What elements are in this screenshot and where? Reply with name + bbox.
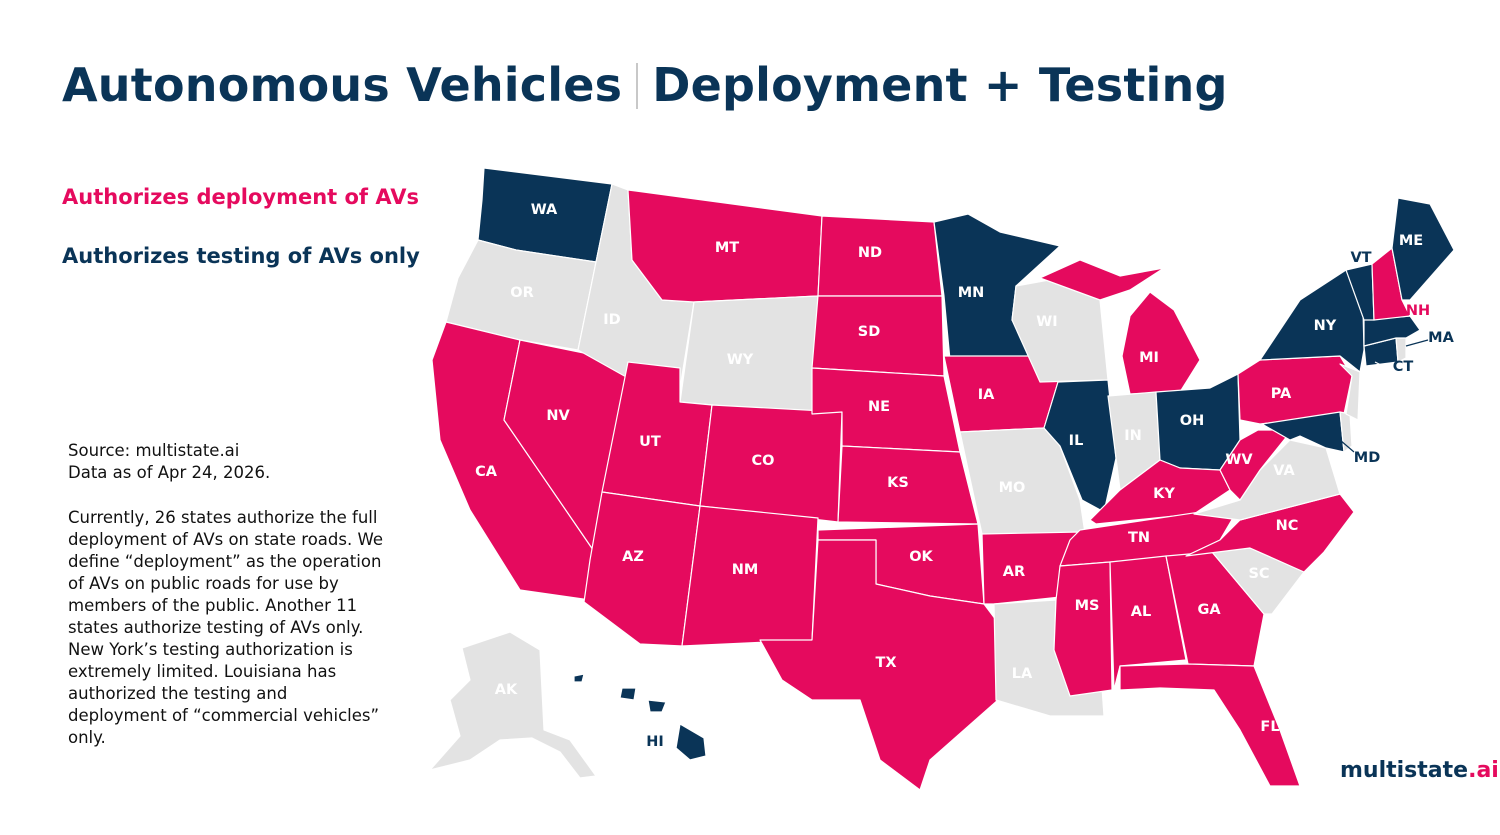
state-fl [1119, 663, 1301, 787]
state-wv [1219, 429, 1293, 501]
description-text: Currently, 26 states authorize the full … [68, 508, 383, 747]
label-ky: KY [1153, 486, 1175, 502]
state-ny [1259, 269, 1365, 373]
label-wy: WY [727, 352, 754, 368]
label-ny: NY [1314, 318, 1337, 334]
label-md: MD [1354, 450, 1380, 466]
legend-deploy: Authorizes deployment of AVs [62, 185, 419, 209]
label-wi: WI [1036, 314, 1057, 330]
state-il [1043, 379, 1117, 513]
label-nd: ND [858, 245, 882, 261]
label-nv: NV [546, 408, 570, 424]
title-divider [636, 63, 639, 109]
state-az [583, 491, 701, 647]
label-wa: WA [531, 202, 558, 218]
state-me [1391, 197, 1455, 301]
state-tx [759, 539, 999, 791]
label-ar: AR [1003, 564, 1025, 580]
brand-tld: .ai [1468, 758, 1499, 783]
label-ma: MA [1428, 330, 1454, 346]
state-ar [981, 531, 1081, 605]
state-hi [573, 673, 707, 761]
label-mt: MT [715, 240, 739, 256]
label-ne: NE [868, 399, 890, 415]
label-va: VA [1273, 463, 1295, 479]
state-mi [1039, 259, 1201, 395]
label-ok: OK [909, 549, 933, 565]
label-hi: HI [646, 734, 664, 750]
title-right: Deployment + Testing [652, 58, 1228, 112]
label-de: DE [1356, 424, 1378, 440]
label-la: LA [1012, 666, 1033, 682]
label-oh: OH [1180, 413, 1204, 429]
state-nc [1185, 493, 1355, 573]
label-mo: MO [999, 480, 1026, 496]
label-ca: CA [475, 464, 498, 480]
state-or [445, 239, 597, 351]
label-nj: NJ [1366, 388, 1384, 404]
state-al [1109, 555, 1187, 691]
description-note: Currently, 26 states authorize the full … [68, 507, 388, 749]
label-pa: PA [1271, 386, 1292, 402]
leader-lines [1339, 339, 1429, 453]
source-line: Source: multistate.ai [68, 441, 240, 460]
page-title: Autonomous Vehicles Deployment + Testing [62, 58, 1228, 112]
label-il: IL [1069, 433, 1084, 449]
label-ms: MS [1075, 598, 1100, 614]
label-nm: NM [732, 562, 759, 578]
source-note: Source: multistate.ai Data as of Apr 24,… [68, 440, 388, 484]
title-left: Autonomous Vehicles [62, 58, 623, 112]
brand-name: multistate [1340, 758, 1469, 783]
label-vt: VT [1350, 250, 1371, 266]
label-nh: NH [1406, 303, 1430, 319]
label-id: ID [603, 312, 620, 328]
label-tx: TX [875, 655, 896, 671]
label-ak: AK [495, 682, 518, 698]
state-ak [429, 631, 597, 779]
brand-logo: multistate.ai [1340, 758, 1499, 783]
label-az: AZ [622, 549, 644, 565]
label-or: OR [510, 285, 534, 301]
label-fl: FL [1260, 719, 1279, 735]
label-ia: IA [978, 387, 995, 403]
label-sc: SC [1248, 566, 1269, 582]
label-in: IN [1124, 428, 1142, 444]
label-ks: KS [887, 475, 909, 491]
state-nj [1339, 363, 1361, 421]
label-me: ME [1399, 233, 1423, 249]
label-al: AL [1131, 604, 1151, 620]
label-ct: CT [1393, 359, 1414, 375]
label-ga: GA [1197, 602, 1221, 618]
label-mn: MN [958, 285, 985, 301]
label-wv: WV [1225, 452, 1253, 468]
label-co: CO [752, 453, 775, 469]
data-date: Data as of Apr 24, 2026. [68, 463, 271, 482]
label-tn: TN [1128, 530, 1150, 546]
label-nc: NC [1276, 518, 1299, 534]
legend-test: Authorizes testing of AVs only [62, 244, 420, 268]
label-mi: MI [1139, 350, 1159, 366]
state-nh [1371, 247, 1411, 321]
state-ms [1053, 561, 1113, 697]
label-ut: UT [639, 434, 661, 450]
label-sd: SD [858, 324, 880, 340]
label-ri: RI [1418, 346, 1435, 362]
